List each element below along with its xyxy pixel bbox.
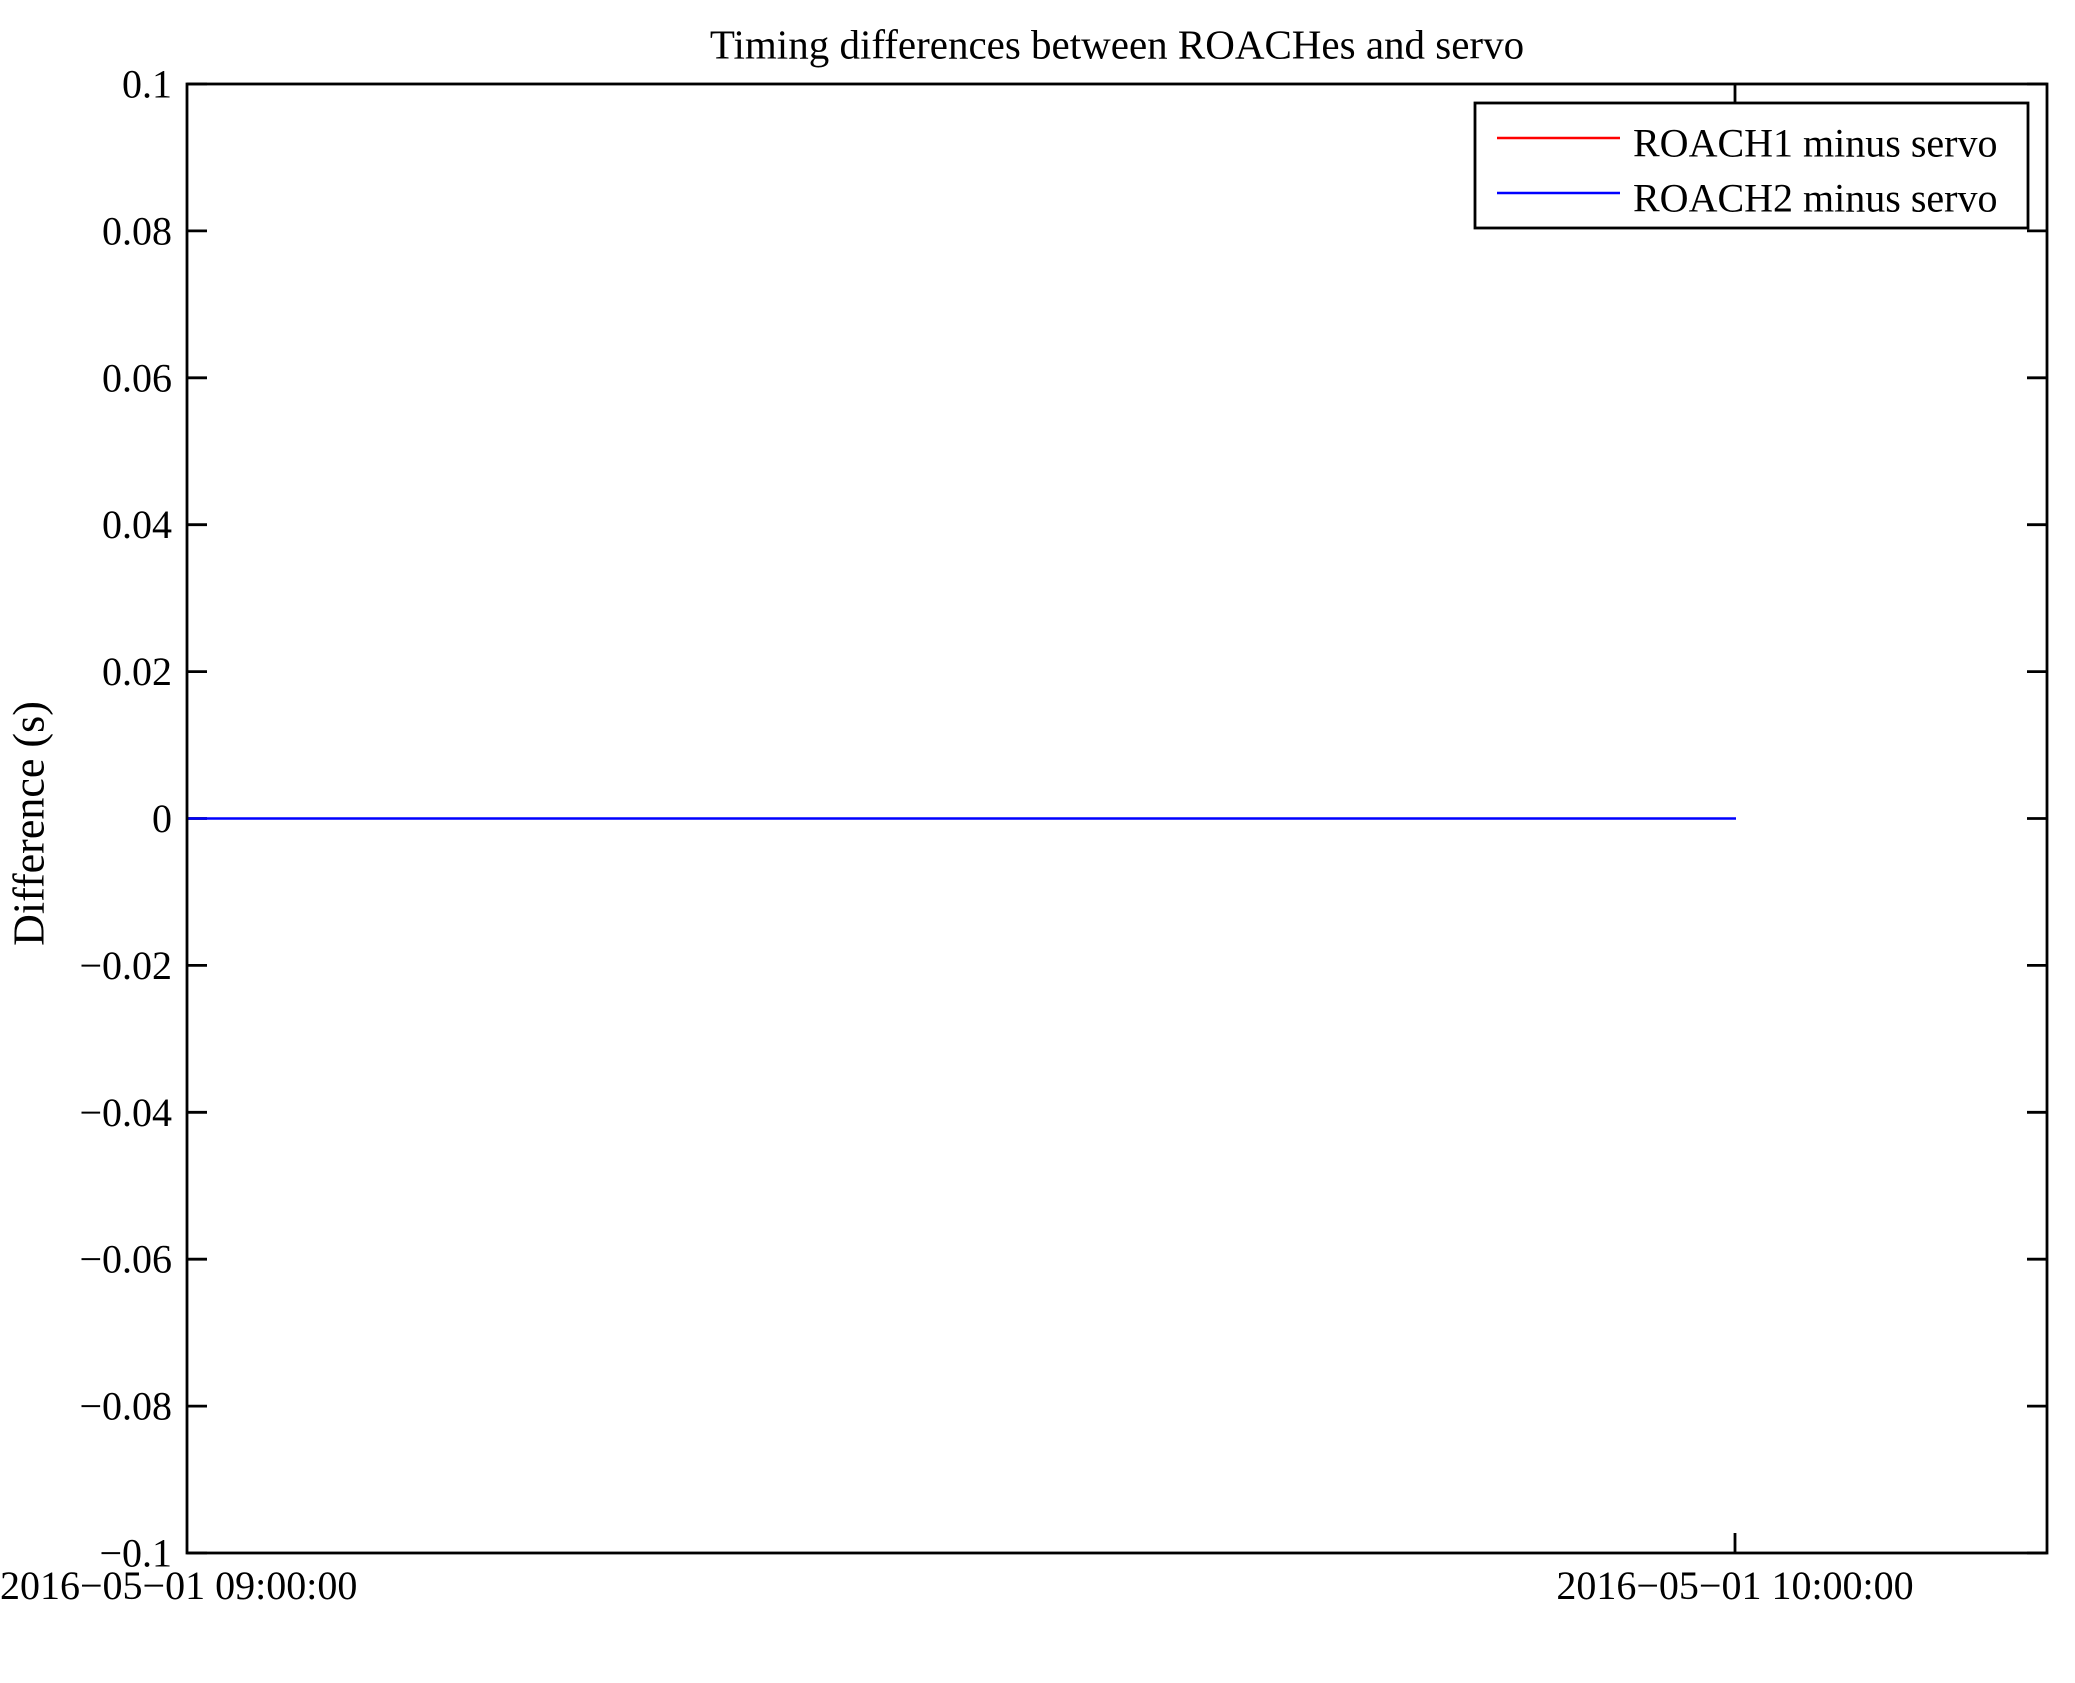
svg-text:0.02: 0.02 (102, 649, 172, 694)
svg-text:Timing differences between ROA: Timing differences between ROACHes and s… (710, 22, 1524, 68)
svg-text:2016−05−01 10:00:00: 2016−05−01 10:00:00 (1556, 1563, 1913, 1608)
svg-text:0.04: 0.04 (102, 502, 172, 547)
svg-text:0.06: 0.06 (102, 355, 172, 400)
svg-text:−0.02: −0.02 (79, 943, 172, 988)
svg-text:Difference (s): Difference (s) (5, 701, 54, 946)
svg-text:ROACH1 minus servo: ROACH1 minus servo (1633, 121, 1997, 166)
svg-text:2016−05−01 09:00:00: 2016−05−01 09:00:00 (0, 1563, 357, 1608)
svg-text:0.1: 0.1 (122, 62, 172, 107)
svg-text:−0.06: −0.06 (79, 1237, 172, 1282)
svg-text:−0.08: −0.08 (79, 1384, 172, 1429)
svg-text:0: 0 (152, 796, 172, 841)
svg-text:−0.04: −0.04 (79, 1090, 172, 1135)
svg-text:ROACH2 minus servo: ROACH2 minus servo (1633, 176, 1997, 221)
svg-text:0.08: 0.08 (102, 208, 172, 253)
